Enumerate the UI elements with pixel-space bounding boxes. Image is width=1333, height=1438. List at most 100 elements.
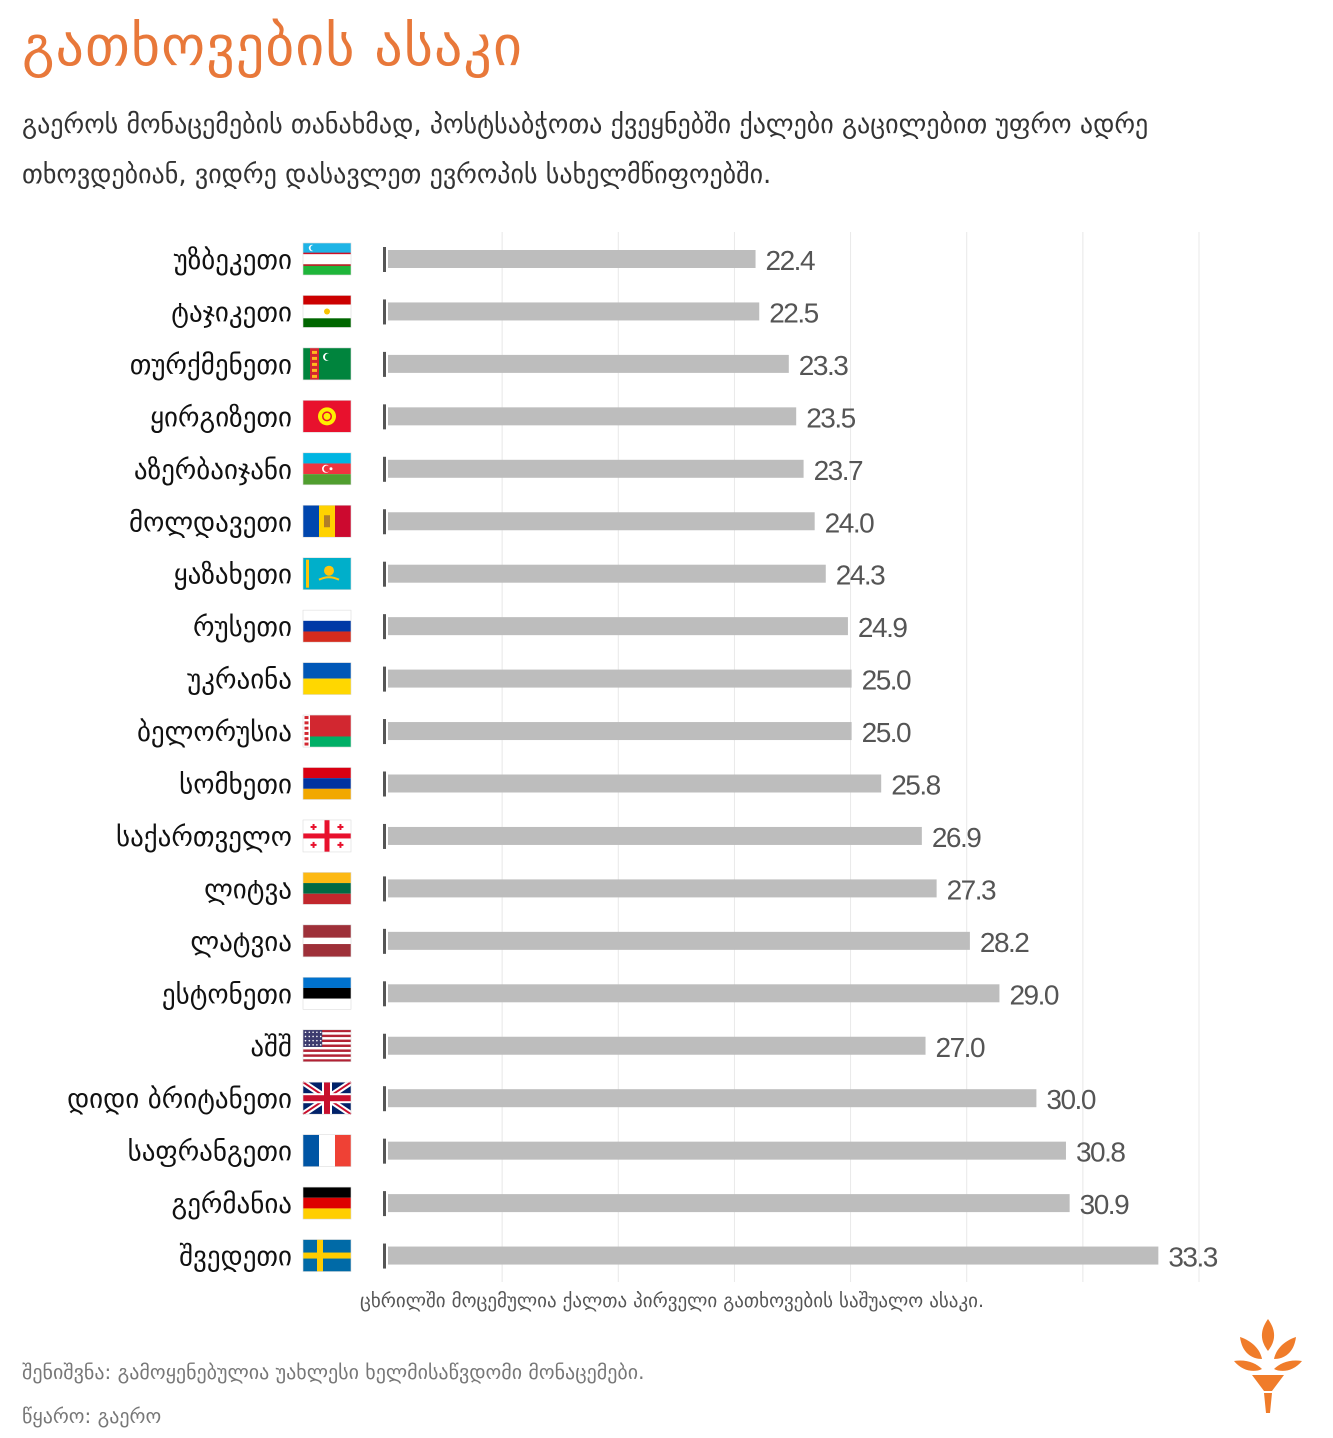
page-subtitle: გაეროს მონაცემების თანახმად, პოსტსაბჭოთა…: [22, 110, 1149, 190]
rferl-torch-logo-icon: [1234, 1319, 1302, 1413]
category-label: საფრანგეთი: [128, 1137, 292, 1168]
category-label: სომხეთი: [179, 770, 292, 801]
value-label: 24.9: [858, 612, 907, 643]
tajikistan-flag-icon: [302, 295, 352, 328]
value-label: 25.8: [891, 770, 940, 801]
axis-tick: [383, 981, 386, 1007]
bar: [388, 1194, 1070, 1213]
category-label: უკრაინა: [187, 665, 292, 696]
bar-chart: 22.4 უზბეკეთი 22.5 ტაჯიკეთი 23.3 თურქმენეთი 23…: [67, 232, 1219, 1282]
axis-tick: [383, 823, 386, 849]
footnote: შენიშვნა: გამოყენებულია უახლესი ხელმისაწ…: [22, 1350, 644, 1438]
value-label: 22.5: [769, 297, 818, 328]
bar: [388, 1246, 1159, 1265]
value-label: 23.3: [799, 350, 848, 381]
value-label: 25.0: [862, 665, 911, 696]
value-label: 28.2: [980, 927, 1029, 958]
value-label: 24.0: [825, 507, 874, 538]
axis-tick: [383, 561, 386, 587]
ukraine-flag-icon: [302, 662, 352, 695]
estonia-flag-icon: [302, 976, 352, 1010]
sweden-flag-icon: [302, 1239, 352, 1272]
page-title: გათხოვების ასაკი: [22, 14, 523, 79]
value-label: 27.0: [936, 1032, 985, 1063]
bar: [388, 1141, 1066, 1160]
axis-tick: [383, 404, 386, 430]
bar: [388, 722, 852, 741]
latvia-flag-icon: [302, 924, 352, 958]
moldova-flag-icon: [302, 504, 352, 538]
footnote-note: შენიშვნა: გამოყენებულია უახლესი ხელმისაწ…: [22, 1360, 645, 1384]
footnote-source: წყარო: გაერო: [22, 1404, 162, 1428]
axis-tick: [383, 1138, 386, 1164]
kazakhstan-flag-icon: [302, 557, 352, 591]
bar: [388, 512, 815, 531]
bar: [388, 984, 1000, 1003]
bar: [388, 1089, 1037, 1108]
category-label: ლატვია: [190, 927, 292, 958]
axis-tick: [383, 719, 386, 745]
axis-tick: [383, 771, 386, 797]
axis-tick: [383, 1243, 386, 1269]
category-label: საქართველო: [116, 822, 292, 853]
category-label: შვედეთი: [179, 1242, 292, 1273]
category-label: ყაზახეთი: [174, 560, 292, 591]
axis-tick: [383, 666, 386, 692]
value-label: 22.4: [766, 245, 815, 276]
axis-tick: [383, 456, 386, 482]
axis-tick: [383, 1033, 386, 1059]
category-label: ესტონეთი: [162, 979, 292, 1010]
bar: [388, 879, 937, 898]
uzbekistan-flag-icon: [302, 242, 352, 276]
axis-tick: [383, 247, 386, 272]
bar: [388, 617, 848, 636]
category-label: აშშ: [250, 1032, 292, 1063]
russia-flag-icon: [302, 609, 352, 643]
value-label: 29.0: [1009, 979, 1058, 1010]
category-label: აზერბაიჯანი: [134, 455, 292, 486]
axis-tick: [383, 928, 386, 954]
value-label: 30.9: [1080, 1189, 1129, 1220]
bar: [388, 1036, 926, 1055]
axis-tick: [383, 1086, 386, 1112]
value-label: 25.0: [862, 717, 911, 748]
bar: [388, 826, 922, 845]
value-label: 27.3: [947, 874, 996, 905]
axis-tick: [383, 1191, 386, 1217]
chart-caption: ცხრილში მოცემულია ქალთა პირველი გათხოვებ…: [360, 1290, 985, 1312]
category-label: უზბეკეთი: [174, 245, 292, 276]
bar: [388, 564, 826, 583]
turkmenistan-flag-icon: [302, 347, 352, 381]
category-label: ბელორუსია: [137, 717, 292, 748]
georgia-flag-icon: [302, 819, 352, 853]
belarus-flag-icon: [302, 714, 352, 748]
lithuania-flag-icon: [302, 872, 352, 905]
value-label: 30.0: [1046, 1084, 1095, 1115]
bar: [388, 407, 797, 426]
value-label: 33.3: [1168, 1242, 1217, 1273]
value-label: 23.5: [806, 402, 855, 433]
bar: [388, 302, 760, 321]
armenia-flag-icon: [302, 767, 352, 800]
bar: [388, 459, 804, 478]
category-label: ყირგიზეთი: [150, 402, 292, 433]
bar: [388, 774, 882, 793]
axis-tick: [383, 614, 386, 640]
usa-flag-icon: [302, 1029, 352, 1063]
bar: [388, 931, 970, 950]
bar: [388, 250, 756, 268]
value-label: 24.3: [836, 560, 885, 591]
category-label: მოლდავეთი: [129, 507, 292, 538]
uk-flag-icon: [301, 1079, 353, 1117]
axis-tick: [383, 876, 386, 902]
category-label: გერმანია: [172, 1189, 293, 1220]
value-label: 26.9: [932, 822, 981, 853]
germany-flag-icon: [302, 1186, 352, 1220]
axis-tick: [383, 351, 386, 377]
value-label: 30.8: [1076, 1137, 1125, 1168]
france-flag-icon: [302, 1134, 352, 1167]
category-label: დიდი ბრიტანეთი: [67, 1084, 292, 1115]
bar: [388, 354, 789, 373]
kyrgyzstan-flag-icon: [302, 400, 352, 433]
axis-tick: [383, 299, 386, 325]
